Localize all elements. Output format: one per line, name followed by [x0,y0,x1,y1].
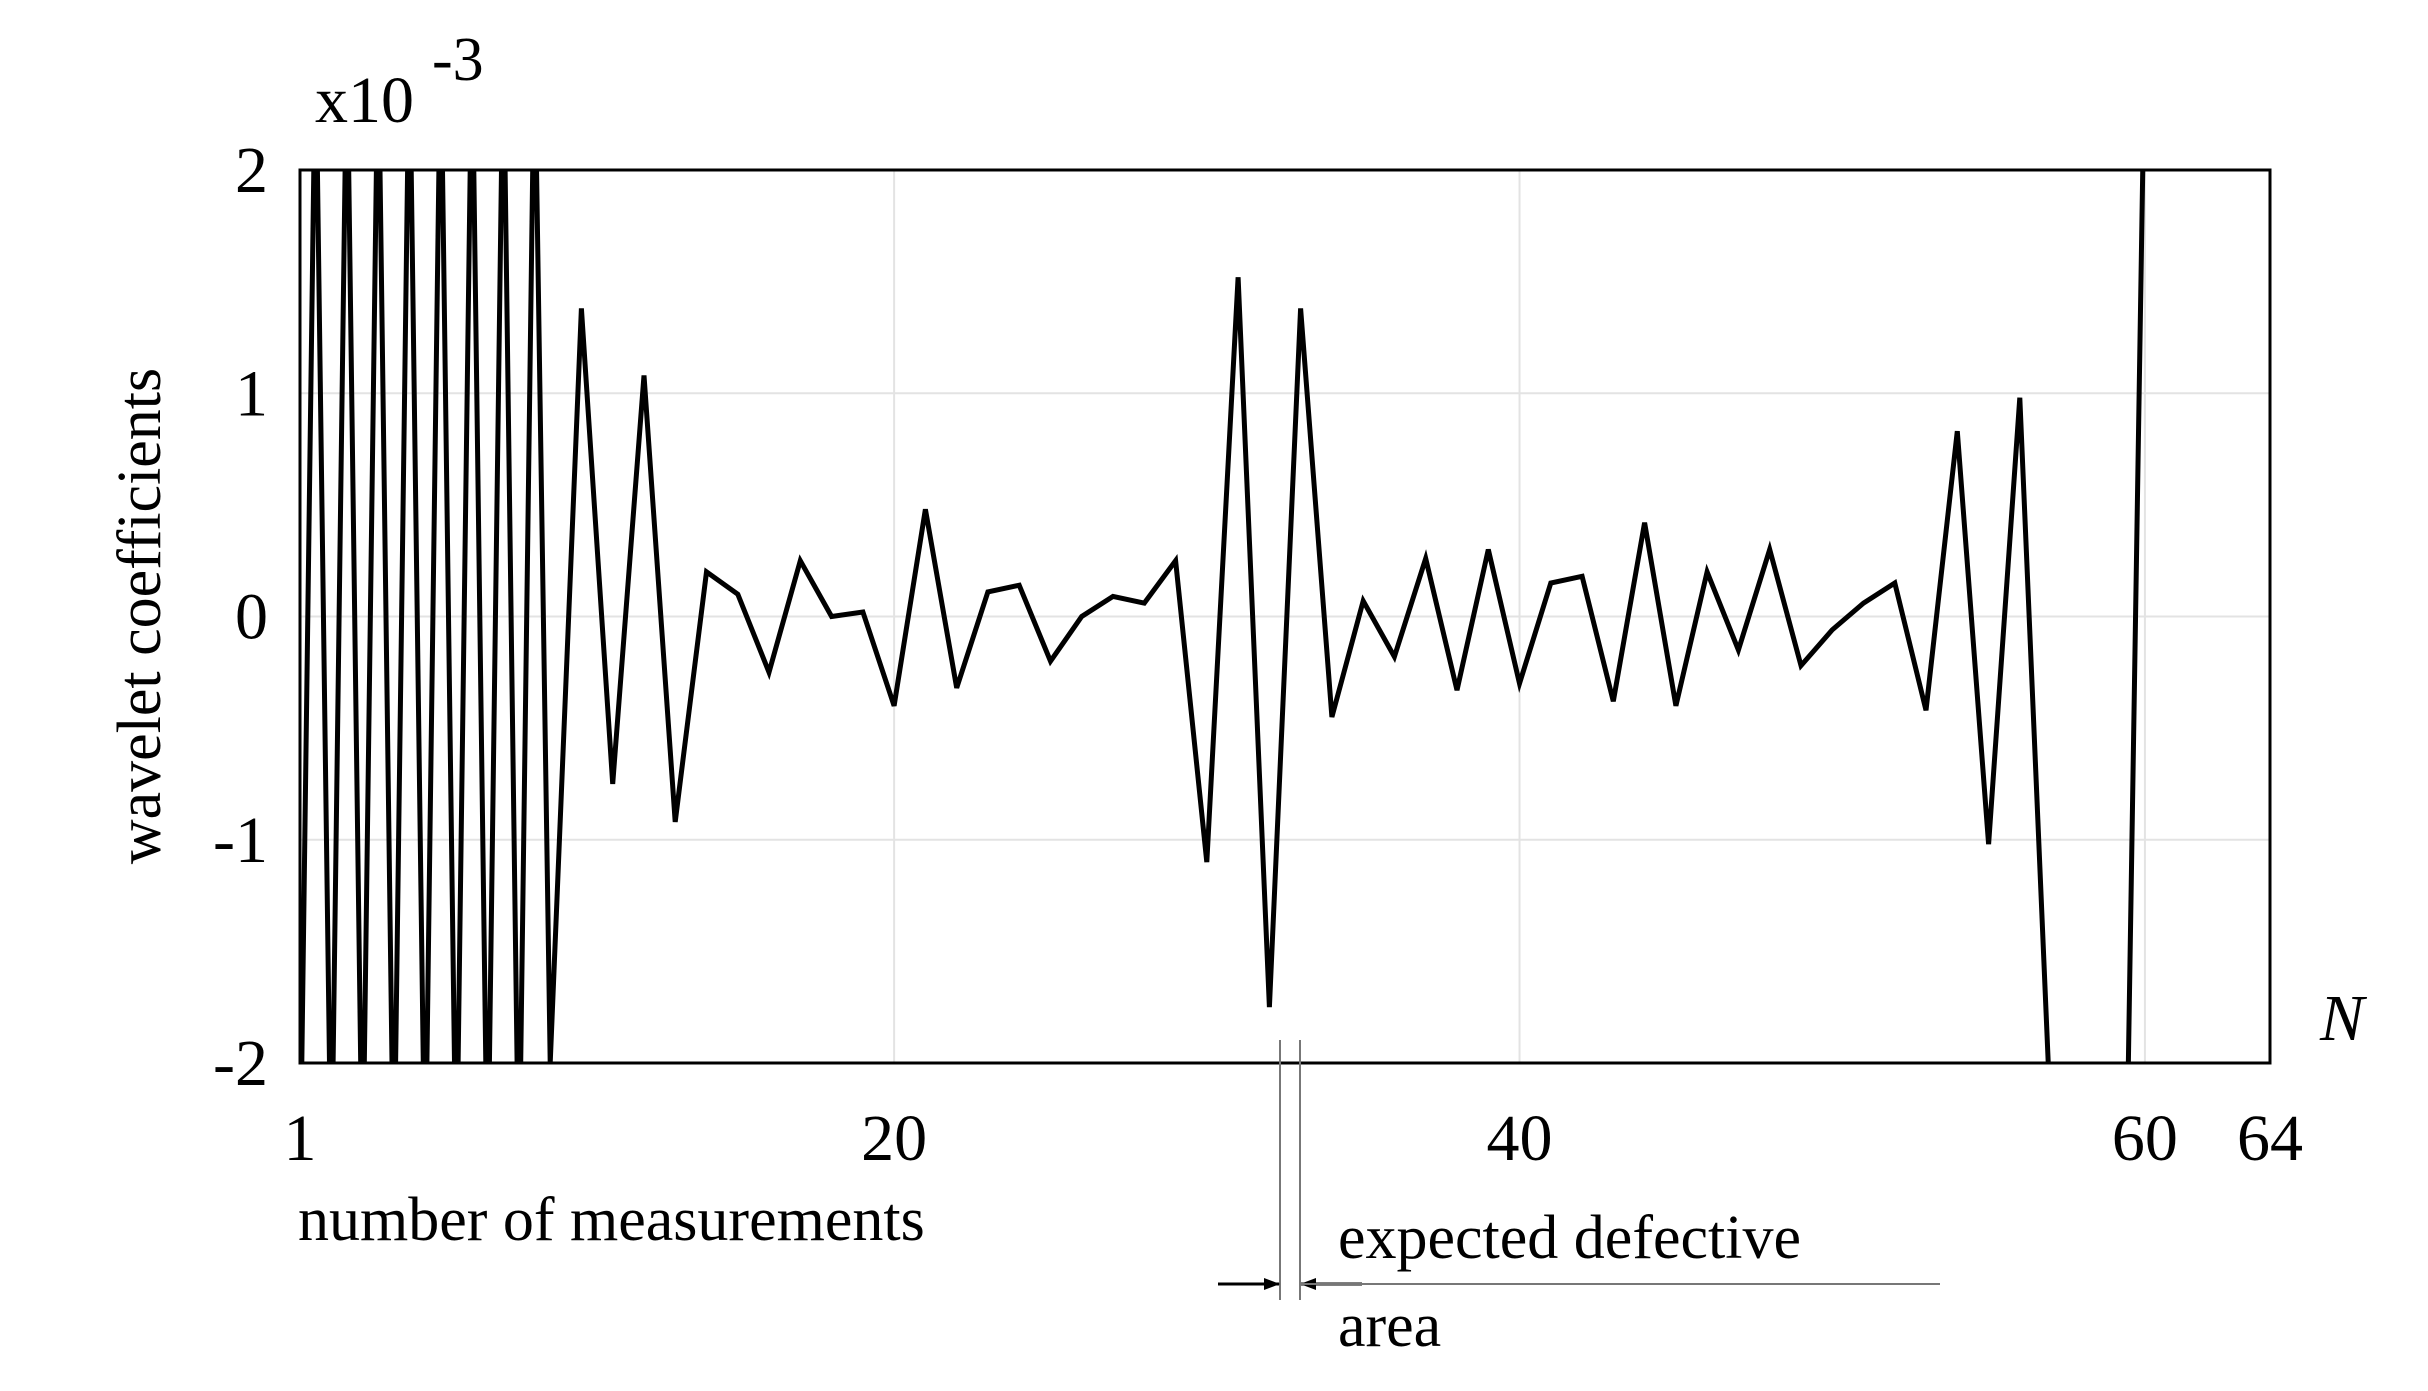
series-line [300,170,2146,1063]
y-tick-label: 0 [235,581,268,654]
x-tick-label: 1 [284,1102,317,1175]
x-tick-labels: 1 20 40 60 64 [284,1102,2304,1175]
y-scale-exponent: -3 [432,26,484,94]
x-axis-label: number of measurements [298,1186,925,1254]
y-tick-label: -2 [213,1027,268,1100]
y-tick-label: -1 [213,804,268,877]
x-axis-variable: N [2319,982,2368,1055]
y-scale-multiplier: x10 [315,64,414,137]
x-tick-label: 40 [1487,1102,1553,1175]
y-tick-label: 1 [235,357,268,430]
series-layer [300,170,2146,1063]
plot-frame [298,168,2272,1065]
x-tick-label: 20 [861,1102,927,1175]
y-axis-label: wavelet coefficients [106,368,174,864]
y-tick-labels: 2 1 0 -1 -2 [213,134,268,1100]
y-tick-label: 2 [235,134,268,207]
defect-label-line2: area [1338,1292,1441,1360]
defect-label-line1: expected defective [1338,1204,1801,1272]
defective-area-annotation: expected defective area [1218,1040,1940,1360]
x-tick-label: 60 [2112,1102,2178,1175]
x-tick-label: 64 [2237,1102,2303,1175]
